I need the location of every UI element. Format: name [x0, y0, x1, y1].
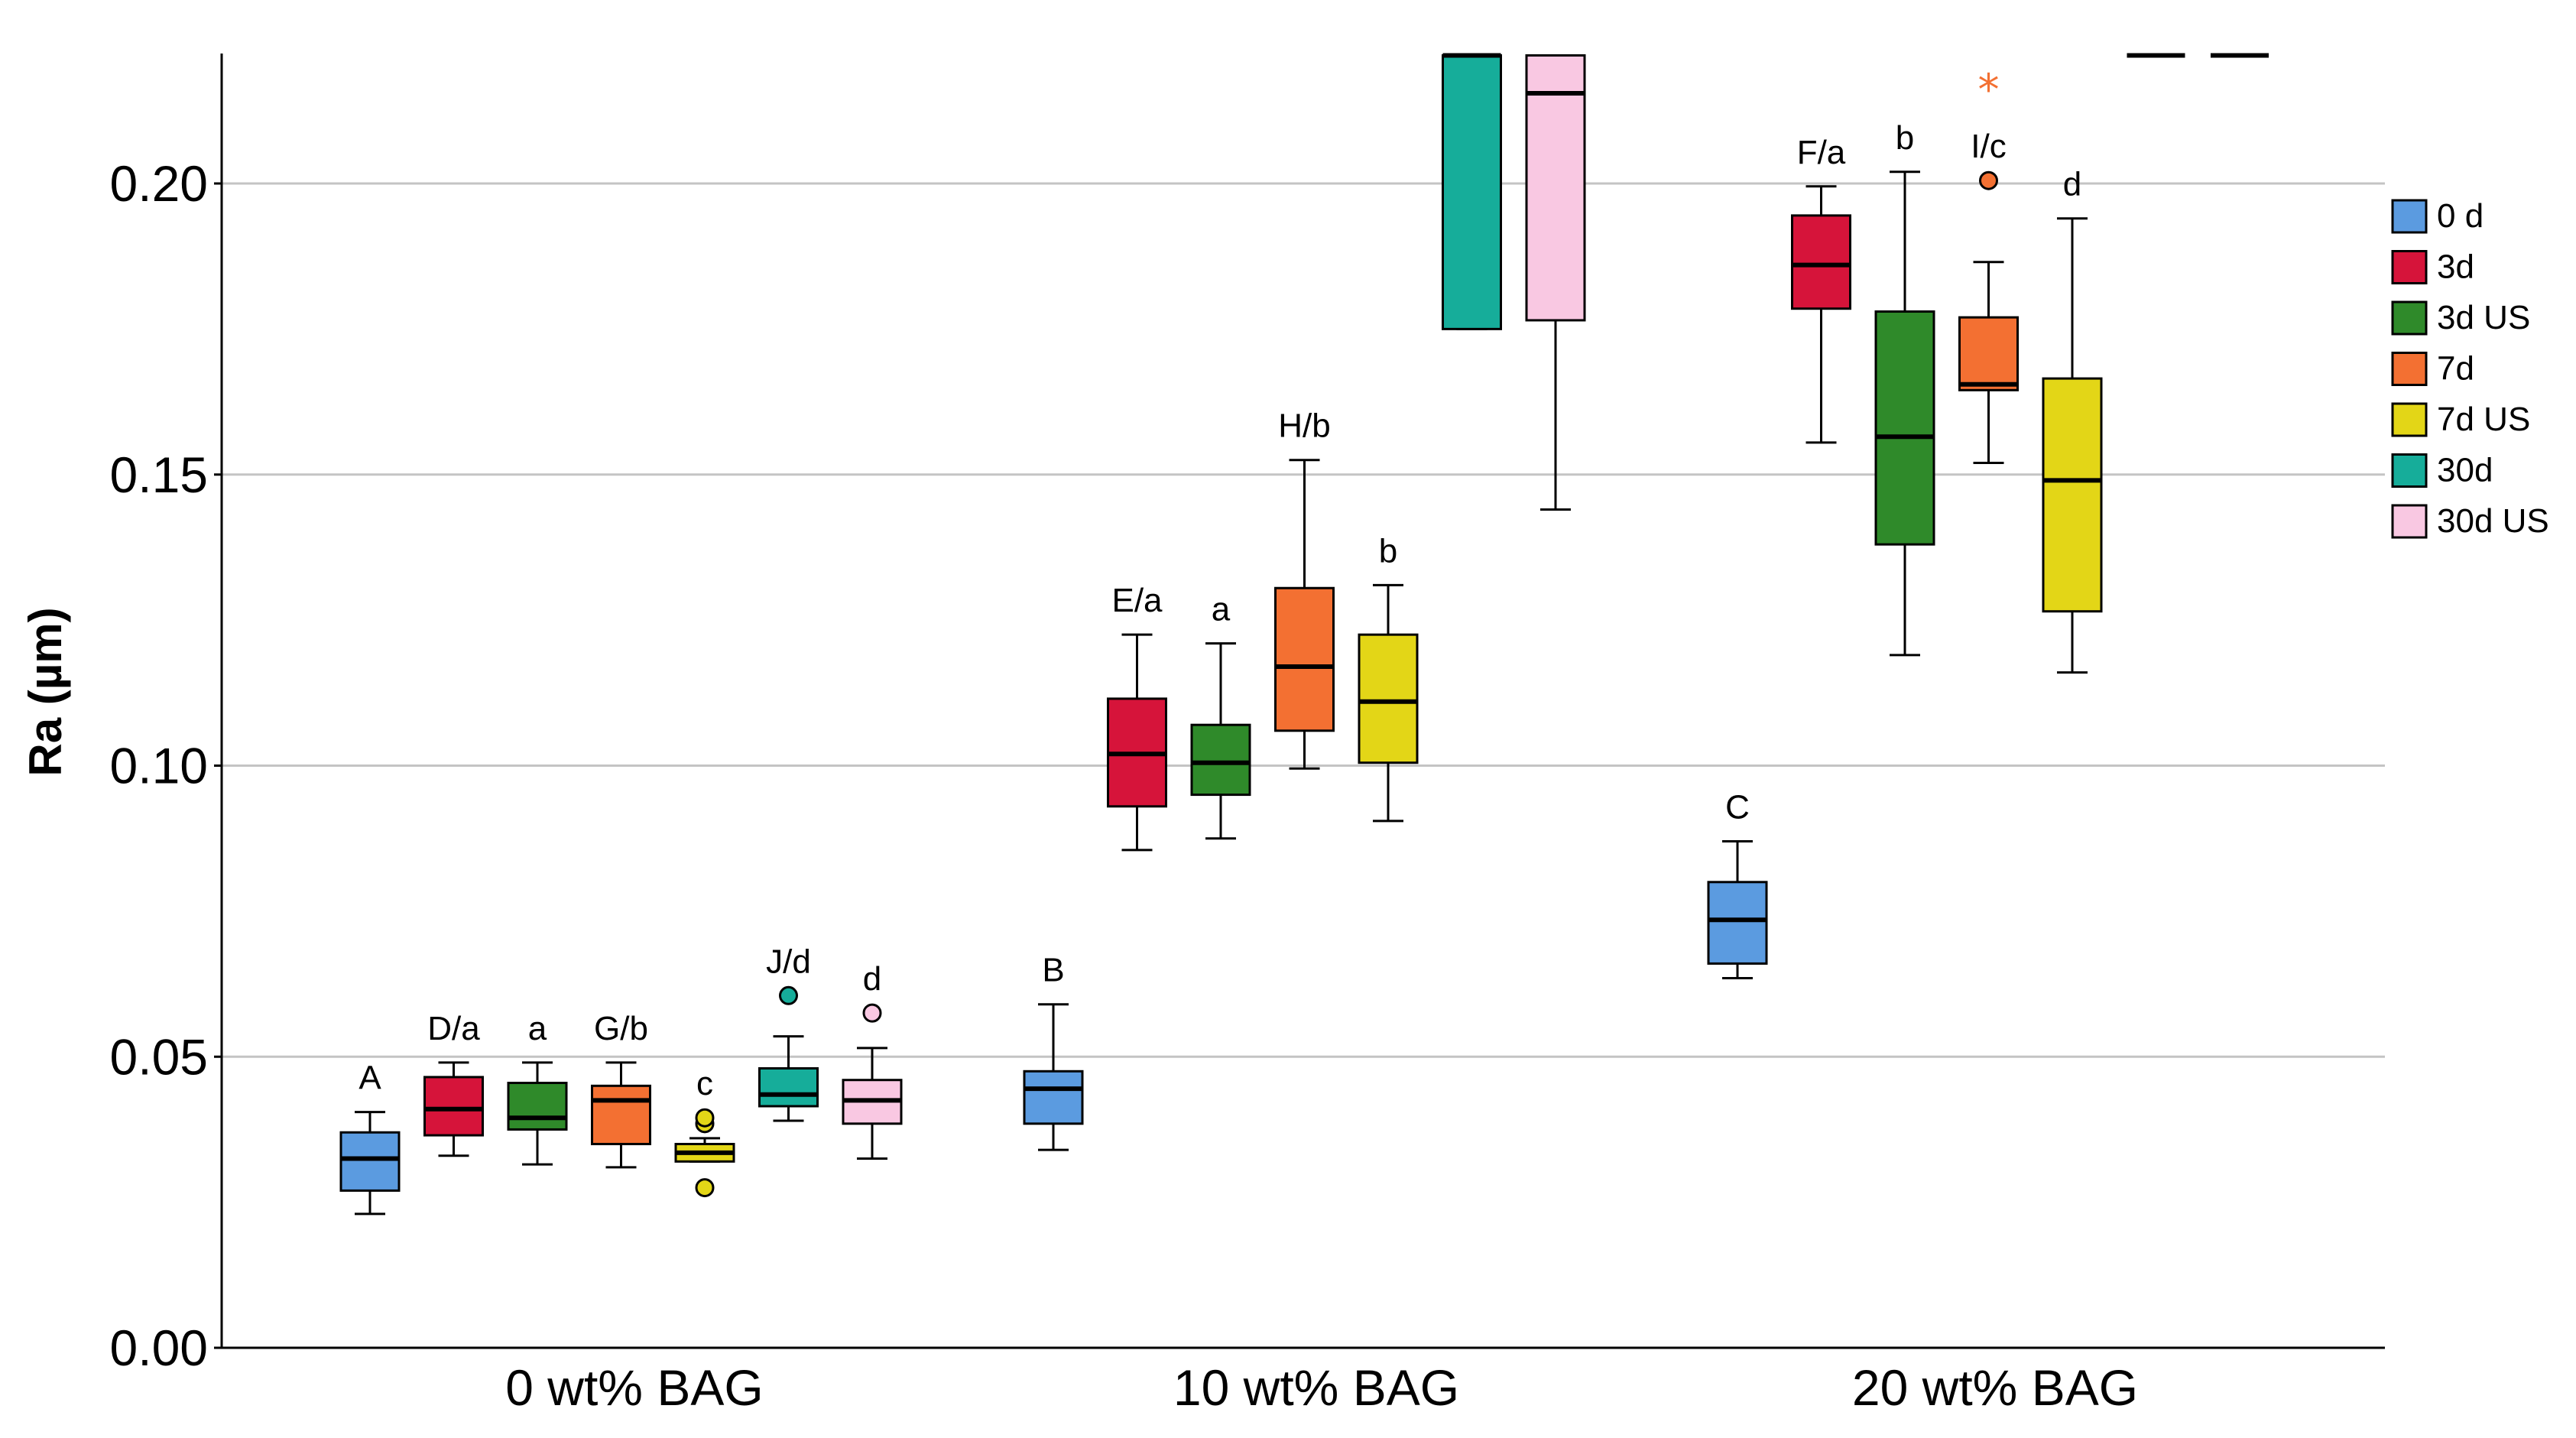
legend-swatch: [2391, 504, 2428, 539]
legend-swatch: [2391, 300, 2428, 336]
box-body: [1358, 633, 1419, 764]
box-1-3: H/b: [1274, 407, 1335, 770]
legend-item: 0 d: [2391, 197, 2484, 235]
box-body: [1442, 54, 1502, 330]
x-category-label: 0 wt% BAG: [505, 1359, 763, 1416]
legend-item: 30d: [2391, 452, 2493, 489]
box-body: [1190, 723, 1251, 797]
box-body: [423, 1076, 484, 1137]
legend-swatch: [2391, 453, 2428, 488]
box-body: [1023, 1070, 1084, 1125]
group-letter-label: c: [696, 1065, 713, 1102]
y-tick-label: 0.00: [110, 1320, 208, 1376]
box-1-2: a: [1190, 591, 1251, 840]
box-0-6: d: [842, 960, 903, 1160]
group-letter-label: D/a: [427, 1010, 480, 1047]
legend-label: 7d US: [2437, 401, 2530, 438]
box-body: [2042, 377, 2103, 613]
box-body: [1707, 881, 1768, 965]
outlier-point: [695, 1108, 715, 1128]
boxes: A D/a a G/b c J/d d B E/a a H/b b C F/a b * I/c d: [339, 53, 2269, 1216]
y-axis-label: Ra (µm): [20, 607, 71, 776]
box-body: [1874, 310, 1935, 546]
legend-item: 3d US: [2391, 299, 2530, 336]
box-body: [1791, 214, 1851, 310]
y-tick-label: 0.15: [110, 446, 208, 503]
legend-swatch: [2391, 199, 2428, 234]
box-2-3: * I/c: [1958, 66, 2019, 465]
legend-label: 3d US: [2437, 299, 2530, 336]
box-1-1: E/a: [1107, 582, 1167, 852]
extreme-point: *: [1978, 66, 2000, 115]
x-ticks: 0 wt% BAG 10 wt% BAG 20 wt% BAG: [505, 1359, 2138, 1416]
legend: 0 d 3d 3d US 7d 7d US 30d 30d US: [2391, 197, 2549, 540]
legend-item: 3d: [2391, 248, 2474, 286]
legend-swatch: [2391, 352, 2428, 386]
outlier-point: [862, 1003, 882, 1023]
outlier-point: [695, 1178, 715, 1198]
box-2-2: b: [1874, 119, 1935, 657]
group-letter-label: d: [863, 960, 881, 998]
group-letter-label: A: [358, 1060, 381, 1097]
group-letter-label: d: [2063, 166, 2081, 203]
box-body: [758, 1066, 819, 1108]
box-2-0: C: [1707, 788, 1768, 979]
group-letter-label: C: [1725, 788, 1750, 826]
box-0-2: a: [507, 1010, 568, 1166]
legend-label: 0 d: [2437, 197, 2484, 235]
group-letter-label: E/a: [1111, 582, 1163, 619]
box-body: [339, 1131, 401, 1192]
legend-label: 30d US: [2437, 502, 2549, 540]
box-0-5: J/d: [758, 943, 819, 1122]
group-letter-label: B: [1042, 952, 1064, 989]
y-tick-label: 0.05: [110, 1028, 208, 1085]
box-2-4: d: [2042, 166, 2103, 674]
legend-label: 30d: [2437, 452, 2493, 489]
y-tick-label: 0.20: [110, 155, 208, 212]
group-letter-label: b: [1379, 532, 1397, 570]
x-category-label: 10 wt% BAG: [1173, 1359, 1459, 1416]
legend-label: 3d: [2437, 248, 2474, 286]
group-letter-label: a: [1212, 591, 1231, 628]
group-letter-label: J/d: [766, 943, 811, 980]
group-letter-label: F/a: [1797, 134, 1846, 171]
group-letter-label: b: [1896, 119, 1914, 157]
legend-swatch: [2391, 402, 2428, 437]
box-1-0: B: [1023, 952, 1084, 1151]
group-letter-label: G/b: [594, 1010, 648, 1047]
box-0-4: c: [674, 1065, 735, 1198]
box-1-6: [1525, 54, 1586, 511]
box-body: [507, 1082, 568, 1131]
box-1-4: b: [1358, 532, 1419, 823]
box-0-1: D/a: [423, 1010, 484, 1157]
box-body: [591, 1084, 651, 1145]
legend-item: 7d: [2391, 350, 2474, 388]
box-1-5: [1442, 53, 1502, 330]
legend-swatch: [2391, 250, 2428, 284]
box-0-0: A: [339, 1060, 401, 1216]
axes: [220, 54, 2385, 1349]
group-letter-label: a: [528, 1010, 547, 1047]
box-0-3: G/b: [591, 1010, 651, 1169]
y-ticks: 0.00 0.05 0.10 0.15 0.20: [110, 155, 222, 1376]
x-category-label: 20 wt% BAG: [1852, 1359, 2138, 1416]
legend-label: 7d: [2437, 350, 2474, 388]
outlier-point: [1979, 170, 1998, 190]
outlier-point: [779, 985, 798, 1005]
box-body: [1274, 586, 1335, 732]
box-2-1: F/a: [1791, 134, 1851, 444]
y-tick-label: 0.10: [110, 738, 208, 794]
legend-item: 7d US: [2391, 401, 2530, 438]
group-letter-label: H/b: [1278, 407, 1330, 445]
legend-item: 30d US: [2391, 502, 2549, 540]
box-body: [1958, 316, 2019, 391]
group-letter-label: I/c: [1971, 128, 2006, 165]
box-body: [1525, 54, 1586, 322]
